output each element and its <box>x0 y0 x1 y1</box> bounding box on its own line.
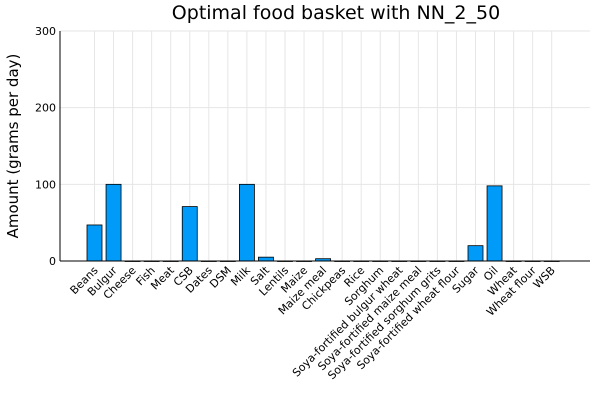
axes <box>59 31 590 262</box>
y-tick-labels: 0 100 200 300 <box>35 25 56 268</box>
x-tick-labels: BeansBulgurCheeseFishMeatCSBDatesDSMMilk… <box>68 263 558 382</box>
y-tick-label: 100 <box>35 178 56 191</box>
bar <box>238 183 255 262</box>
y-axis-label: Amount (grams per day) <box>4 54 22 239</box>
grid-lines <box>60 30 590 262</box>
bar <box>181 206 198 262</box>
bar <box>86 224 103 262</box>
y-tick-label: 200 <box>35 102 56 115</box>
chart-title: Optimal food basket with NN_2_50 <box>172 2 500 24</box>
x-tick-label: WSB <box>531 264 558 291</box>
bar <box>467 245 484 262</box>
y-tick-label: 300 <box>35 25 56 38</box>
bar <box>258 256 274 262</box>
bar <box>105 183 122 262</box>
bars <box>86 183 560 262</box>
y-tick-label: 0 <box>49 255 56 268</box>
bar <box>486 185 503 262</box>
